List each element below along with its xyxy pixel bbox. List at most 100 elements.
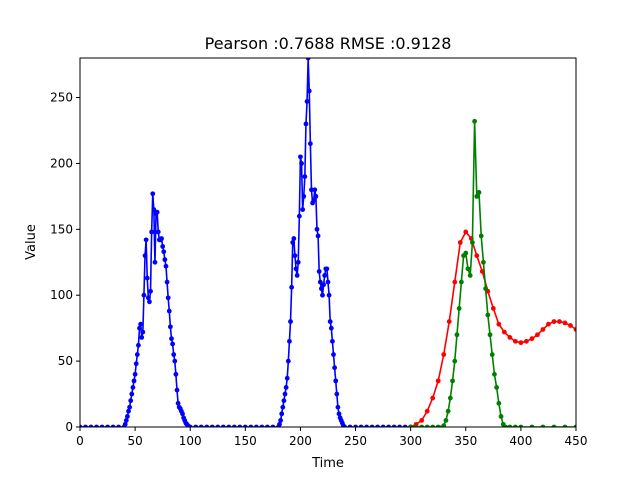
data-point: [408, 424, 414, 427]
data-point: [507, 424, 513, 427]
data-point: [172, 358, 178, 364]
data-point: [435, 378, 441, 384]
data-point: [380, 424, 386, 427]
data-point: [317, 279, 323, 285]
data-point: [193, 424, 199, 427]
x-tick-label: 400: [509, 434, 532, 448]
data-point: [160, 244, 166, 249]
data-point: [503, 424, 508, 427]
data-point: [402, 424, 408, 427]
data-point: [540, 424, 546, 427]
data-point: [452, 279, 458, 285]
data-point: [336, 411, 342, 417]
series-group: [80, 58, 576, 427]
data-point: [132, 371, 138, 377]
data-point: [419, 424, 425, 427]
data-point: [454, 332, 460, 338]
data-point: [131, 378, 137, 384]
data-point: [474, 193, 480, 199]
data-point: [469, 240, 475, 245]
data-point: [161, 249, 167, 255]
data-point: [478, 233, 484, 239]
data-point: [447, 395, 453, 401]
data-point: [143, 237, 149, 243]
data-point: [285, 358, 291, 364]
y-axis: 0 50 100 150 200 250: [50, 91, 80, 434]
data-point: [152, 259, 158, 265]
data-point: [347, 424, 353, 427]
y-tick-label: 50: [58, 354, 73, 368]
x-tick-label: 200: [289, 434, 312, 448]
series-0: [80, 58, 414, 427]
data-point: [419, 418, 425, 423]
data-point: [342, 424, 347, 427]
data-point: [443, 418, 449, 423]
data-point: [353, 424, 358, 427]
data-point: [557, 319, 562, 324]
data-point: [326, 292, 332, 298]
data-point: [142, 253, 148, 259]
data-point: [180, 411, 185, 417]
data-point: [498, 414, 504, 419]
data-point: [242, 424, 248, 427]
data-point: [529, 336, 535, 342]
data-point: [320, 292, 325, 298]
data-point: [328, 325, 334, 331]
data-point: [141, 292, 147, 298]
data-point: [324, 266, 330, 272]
y-tick-label: 100: [50, 288, 73, 302]
x-tick-label: 300: [399, 434, 422, 448]
data-point: [187, 424, 193, 427]
data-point: [290, 240, 296, 245]
data-point: [313, 193, 319, 199]
data-point: [309, 187, 314, 193]
data-point: [94, 424, 99, 427]
data-point: [133, 361, 139, 367]
data-point: [507, 334, 513, 340]
data-point: [226, 424, 232, 427]
data-point: [463, 250, 469, 256]
data-point: [279, 411, 285, 417]
data-point: [364, 424, 369, 427]
data-point: [99, 424, 105, 427]
data-point: [171, 352, 177, 357]
data-point: [450, 378, 455, 384]
data-point: [325, 279, 331, 285]
data-point: [148, 288, 153, 294]
data-point: [305, 58, 311, 61]
data-point: [501, 329, 507, 335]
data-point: [316, 269, 322, 274]
data-point: [278, 418, 283, 423]
data-point: [551, 424, 557, 427]
data-point: [291, 236, 297, 241]
data-point: [284, 375, 290, 381]
data-point: [198, 424, 204, 427]
data-point: [490, 305, 496, 311]
data-point: [358, 424, 364, 427]
data-point: [331, 352, 336, 357]
x-tick-label: 350: [454, 434, 477, 448]
data-point: [332, 365, 338, 371]
data-point: [496, 321, 502, 327]
data-point: [280, 404, 286, 410]
data-point: [281, 398, 287, 404]
data-point: [306, 88, 312, 94]
data-point: [123, 418, 129, 423]
data-point: [413, 424, 419, 427]
data-point: [151, 207, 157, 212]
data-point: [296, 213, 302, 219]
series-2: [408, 118, 576, 427]
x-tick-label: 150: [234, 434, 257, 448]
data-point: [270, 424, 276, 427]
data-point: [130, 385, 136, 390]
data-point: [512, 424, 518, 427]
data-point: [301, 193, 307, 199]
data-point: [562, 320, 568, 326]
series-layer: [80, 58, 576, 427]
data-point: [518, 340, 524, 346]
data-point: [159, 236, 164, 241]
data-point: [277, 421, 282, 427]
data-point: [166, 308, 172, 314]
data-point: [299, 161, 304, 166]
